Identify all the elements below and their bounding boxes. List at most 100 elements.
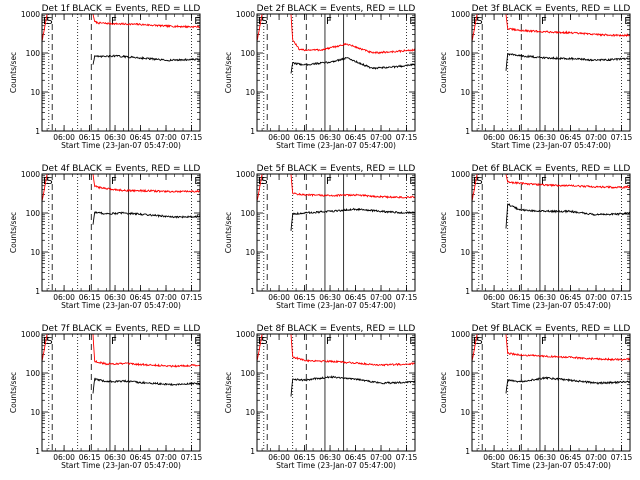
event-marker-label: F: [326, 16, 332, 27]
x-tick-label: 06:15: [79, 453, 101, 462]
x-tick-label: 06:15: [79, 133, 101, 142]
chart-title: Det 8f BLACK = Events, RED = LLD: [257, 324, 416, 334]
y-tick-label: 10: [460, 248, 470, 257]
x-axis-label: Start Time (23-Jan-07 05:47:00): [61, 141, 181, 150]
plot-frame: [41, 173, 201, 292]
x-axis-label: Start Time (23-Jan-07 05:47:00): [276, 141, 396, 150]
trace-group: [257, 174, 415, 231]
x-tick-label: 06:00: [53, 453, 75, 462]
plot-frame: [471, 13, 631, 132]
y-tick-label: 1000: [236, 10, 255, 19]
x-tick-label: 06:00: [53, 133, 75, 142]
event-marker-label: S: [261, 176, 267, 187]
y-tick-label: 1000: [21, 170, 40, 179]
y-tick-label: 1: [35, 287, 40, 296]
event-marker-label: E: [624, 336, 630, 347]
y-tick-label: 10: [460, 88, 470, 97]
x-tick-label: 07:15: [396, 453, 418, 462]
x-axis-label: Start Time (23-Jan-07 05:47:00): [276, 461, 396, 470]
y-tick-label: 10: [245, 248, 255, 257]
event-marker-label: E: [409, 336, 415, 347]
y-tick-label: 10: [30, 88, 40, 97]
y-tick-label: 100: [26, 49, 41, 58]
events-trace-black: [92, 377, 200, 394]
x-axis-label: Start Time (23-Jan-07 05:47:00): [491, 301, 611, 310]
trace-group: [257, 14, 415, 74]
event-marker-label: S: [261, 336, 267, 347]
y-tick-label: 100: [456, 49, 471, 58]
x-tick-label: 06:30: [534, 453, 556, 462]
x-tick-label: 07:15: [396, 133, 418, 142]
x-tick-label: 07:15: [181, 133, 203, 142]
x-axis-label: Start Time (23-Jan-07 05:47:00): [276, 301, 396, 310]
x-tick-label: 07:00: [155, 453, 177, 462]
chart-title: Det 3f BLACK = Events, RED = LLD: [472, 4, 631, 14]
event-marker-label: F: [541, 176, 547, 187]
y-tick-label: 100: [241, 209, 256, 218]
trace-group: [472, 174, 630, 229]
x-tick-label: 07:00: [585, 133, 607, 142]
x-tick-label: 07:00: [370, 453, 392, 462]
x-tick-label: 07:00: [585, 293, 607, 302]
event-marker-label: E: [409, 176, 415, 187]
trace-group: [472, 14, 630, 71]
chart-panel-2: Det 2f BLACK = Events, RED = LLD 1 10 100 10…: [224, 4, 418, 150]
x-tick-label: 06:30: [534, 293, 556, 302]
trace-group: [257, 334, 415, 397]
y-axis-label: Counts/sec: [224, 52, 233, 93]
event-marker-label: F: [541, 336, 547, 347]
y-axis-label: Counts/sec: [224, 212, 233, 253]
x-tick-label: 06:00: [483, 453, 505, 462]
event-marker-label: F: [111, 176, 117, 187]
chart-panel-8: Det 8f BLACK = Events, RED = LLD 1 10 100 10…: [224, 324, 418, 470]
y-tick-label: 1: [35, 127, 40, 136]
x-axis-label: Start Time (23-Jan-07 05:47:00): [61, 301, 181, 310]
chart-panel-6: Det 6f BLACK = Events, RED = LLD 1 10 100 10…: [439, 164, 633, 310]
y-axis-label: Counts/sec: [439, 212, 448, 253]
event-marker-label: S: [46, 336, 52, 347]
x-tick-label: 06:45: [130, 293, 152, 302]
x-tick-label: 07:15: [181, 293, 203, 302]
x-axis-label: Start Time (23-Jan-07 05:47:00): [491, 461, 611, 470]
x-tick-label: 06:00: [53, 293, 75, 302]
y-tick-label: 1000: [236, 170, 255, 179]
chart-title: Det 6f BLACK = Events, RED = LLD: [472, 164, 631, 174]
x-tick-label: 06:45: [345, 453, 367, 462]
event-marker-label: F: [111, 16, 117, 27]
y-tick-label: 1000: [21, 10, 40, 19]
trace-group: [42, 174, 200, 225]
chart-panel-7: Det 7f BLACK = Events, RED = LLD 1 10 100 10…: [9, 324, 203, 470]
x-tick-label: 06:30: [104, 453, 126, 462]
lld-trace-red: [472, 14, 630, 42]
x-tick-label: 06:45: [130, 453, 152, 462]
y-axis-label: Counts/sec: [224, 372, 233, 413]
y-tick-label: 100: [456, 209, 471, 218]
x-tick-label: 06:15: [79, 293, 101, 302]
x-tick-label: 06:30: [319, 133, 341, 142]
event-marker-label: E: [194, 336, 200, 347]
x-tick-label: 06:15: [509, 453, 531, 462]
chart-panel-9: Det 9f BLACK = Events, RED = LLD 1 10 100 10…: [439, 324, 633, 470]
x-tick-label: 06:00: [268, 133, 290, 142]
event-marker-label: E: [194, 176, 200, 187]
y-tick-label: 10: [460, 408, 470, 417]
event-marker-label: F: [326, 176, 332, 187]
plot-frame: [471, 173, 631, 292]
chart-title: Det 5f BLACK = Events, RED = LLD: [257, 164, 416, 174]
x-tick-label: 06:15: [294, 453, 316, 462]
x-tick-label: 07:15: [396, 293, 418, 302]
events-trace-black: [290, 207, 415, 231]
event-marker-label: E: [409, 16, 415, 27]
y-axis-label: Counts/sec: [9, 52, 18, 93]
plot-frame: [41, 13, 201, 132]
y-tick-label: 100: [241, 369, 256, 378]
y-axis-label: Counts/sec: [9, 212, 18, 253]
y-tick-label: 10: [245, 88, 255, 97]
lld-trace-red: [472, 174, 630, 202]
x-tick-label: 06:30: [319, 293, 341, 302]
x-axis-label: Start Time (23-Jan-07 05:47:00): [61, 461, 181, 470]
y-tick-label: 100: [26, 369, 41, 378]
x-tick-label: 06:30: [104, 293, 126, 302]
event-marker-label: S: [261, 16, 267, 27]
